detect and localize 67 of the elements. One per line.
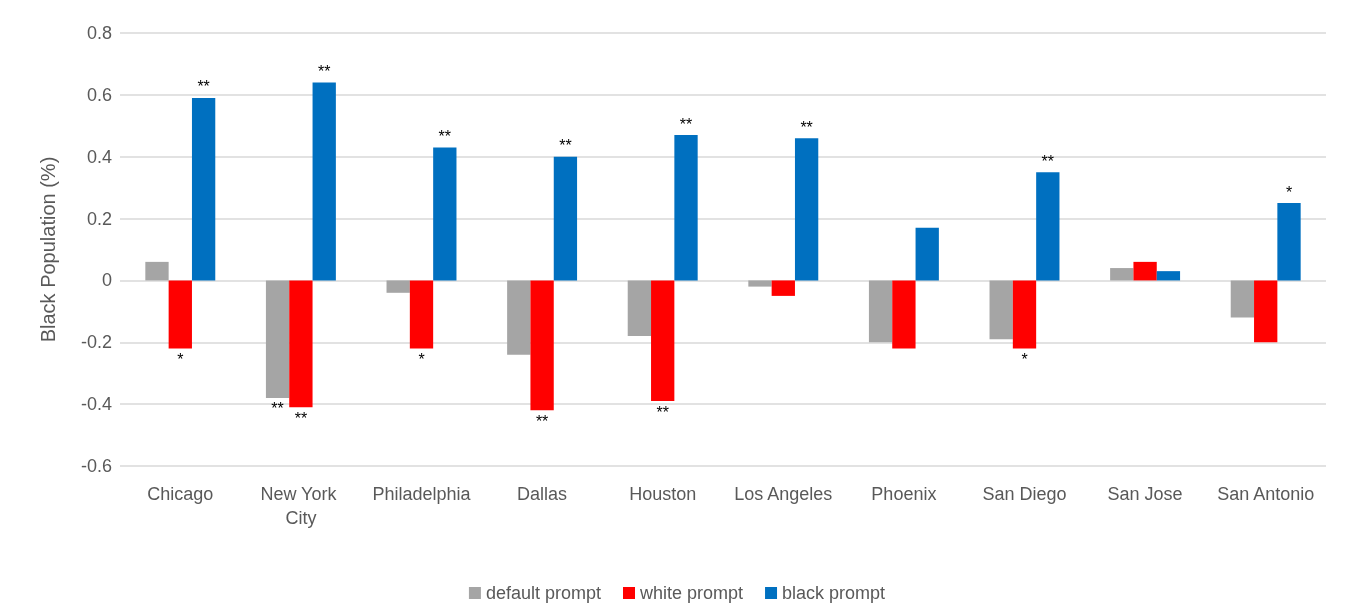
x-tick-label: Phoenix	[871, 484, 937, 504]
bar	[191, 97, 216, 281]
legend-label: default prompt	[485, 583, 601, 603]
bar	[627, 280, 652, 337]
data-label: *	[1285, 183, 1293, 201]
bar	[1036, 172, 1060, 281]
bar	[794, 138, 819, 281]
y-tick-label: -0.4	[80, 394, 112, 415]
bar	[1156, 271, 1181, 281]
bar	[915, 227, 939, 281]
x-tick-label: San Jose	[1107, 484, 1183, 504]
data-label: **	[294, 409, 308, 427]
bar	[409, 280, 434, 349]
y-tick-label: -0.6	[80, 456, 112, 476]
x-tick-label: Dallas	[517, 484, 568, 504]
x-tick-label: San Diego	[982, 484, 1067, 504]
x-tick-label: Houston	[629, 484, 697, 504]
data-label: **	[271, 400, 284, 418]
bar	[674, 135, 698, 281]
data-label: **	[535, 412, 549, 430]
bar	[989, 280, 1013, 340]
bar	[651, 280, 675, 402]
bar	[1133, 261, 1157, 281]
y-tick-label: 0.6	[86, 84, 112, 105]
bar	[289, 280, 313, 408]
bar	[1277, 203, 1301, 281]
y-axis-title: Black Population (%)	[37, 156, 59, 343]
x-tick-label: San Antonio	[1217, 484, 1315, 504]
legend-label: white prompt	[638, 583, 744, 603]
bar	[265, 280, 290, 398]
x-tick-label: Chicago	[147, 484, 214, 504]
x-tick-label: Los Angeles	[734, 484, 833, 504]
y-tick-label: 0	[101, 270, 112, 291]
bar	[553, 156, 578, 281]
y-tick-label: 0.2	[86, 208, 112, 229]
data-label: **	[1041, 152, 1055, 170]
data-label: **	[317, 62, 331, 80]
data-label: *	[1021, 350, 1028, 368]
data-label: *	[177, 350, 184, 368]
bar	[868, 280, 893, 343]
legend-label: black prompt	[782, 583, 886, 603]
data-label: **	[800, 118, 813, 136]
y-tick-label: 0.4	[86, 146, 112, 167]
x-tick-label: New York City	[260, 484, 342, 528]
data-label: **	[559, 137, 572, 155]
bar	[1254, 280, 1278, 343]
y-tick-label: -0.2	[80, 332, 112, 353]
x-tick-label: Philadelphia	[372, 484, 472, 504]
bar	[892, 280, 916, 349]
bar	[530, 280, 554, 411]
data-label: *	[418, 350, 425, 368]
bar	[168, 280, 192, 349]
bar	[1230, 280, 1255, 318]
data-label: **	[438, 127, 452, 145]
bar	[312, 82, 336, 281]
bar	[433, 147, 457, 281]
bar	[386, 280, 410, 293]
bar	[145, 261, 169, 281]
data-label: **	[656, 403, 669, 421]
y-tick-label: 0.8	[86, 23, 112, 43]
bar	[1110, 268, 1134, 281]
bar	[748, 280, 772, 287]
bar	[507, 280, 531, 355]
bar	[771, 280, 795, 296]
bar	[1012, 280, 1037, 349]
data-label: **	[197, 78, 210, 96]
data-label: **	[679, 115, 693, 133]
